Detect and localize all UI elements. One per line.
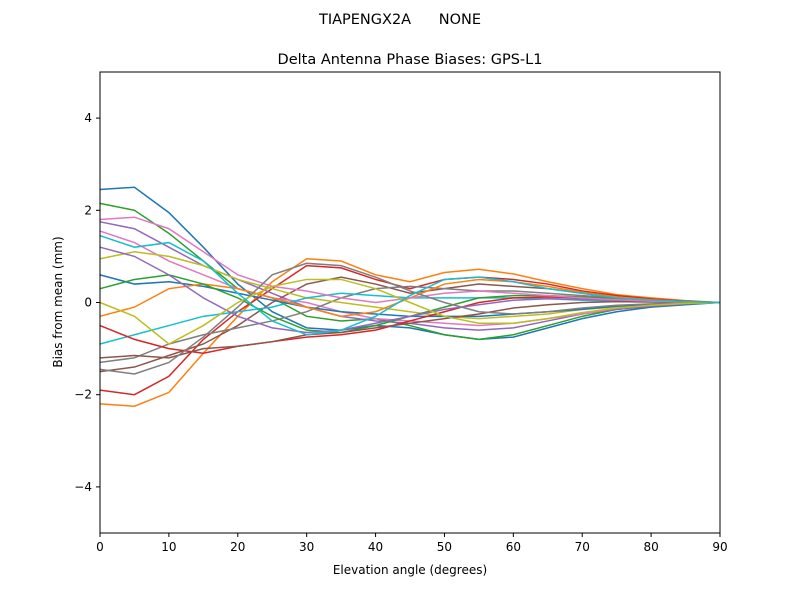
chart-title: Delta Antenna Phase Biases: GPS-L1: [278, 52, 543, 68]
x-tick-label: 80: [643, 540, 658, 554]
x-axis-label: Elevation angle (degrees): [333, 563, 487, 577]
series-line-1: [99, 186, 721, 341]
series-line-17: [99, 216, 721, 304]
series-line-19: [99, 278, 721, 345]
y-tick-label: 0: [84, 296, 92, 310]
x-tick-label: 20: [230, 540, 245, 554]
series-line-20: [99, 234, 721, 336]
y-tick-label: −4: [74, 480, 92, 494]
x-tick-label: 90: [712, 540, 727, 554]
series-line-5: [99, 221, 721, 331]
series-lines: [99, 186, 721, 407]
x-axis-ticks: 0 10 20 30 40 50 60 70 80 90: [96, 533, 728, 554]
x-tick-label: 60: [506, 540, 521, 554]
y-tick-label: 2: [84, 203, 92, 217]
series-line-4: [99, 264, 721, 396]
x-tick-label: 10: [161, 540, 176, 554]
x-tick-label: 70: [575, 540, 590, 554]
figure-suptitle: TIAPENGX2A NONE: [318, 12, 481, 28]
y-axis-label: Bias from mean (mm): [51, 236, 65, 367]
series-line-16: [99, 300, 720, 359]
y-tick-label: −2: [74, 388, 92, 402]
x-tick-label: 0: [96, 540, 104, 554]
x-tick-label: 50: [437, 540, 452, 554]
x-tick-label: 30: [299, 540, 314, 554]
series-line-18: [99, 262, 721, 375]
series-line-9: [99, 251, 721, 320]
x-tick-label: 40: [368, 540, 383, 554]
y-axis-ticks: −4 −2 0 2 4: [74, 111, 100, 494]
y-tick-label: 4: [84, 111, 92, 125]
